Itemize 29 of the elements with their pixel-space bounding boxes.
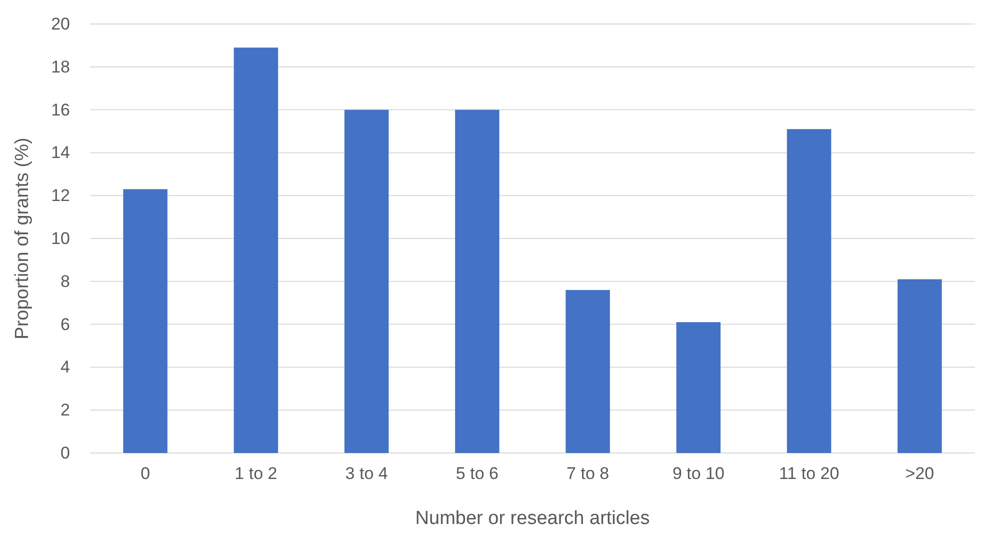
y-tick-label: 12 xyxy=(51,186,70,206)
x-tick-label: 1 to 2 xyxy=(234,464,278,484)
y-tick-label: 6 xyxy=(60,314,70,334)
bar xyxy=(676,322,721,453)
x-tick-label: 5 to 6 xyxy=(456,464,498,484)
y-tick-label: 20 xyxy=(51,14,70,34)
x-tick-label: >20 xyxy=(905,464,934,484)
bar xyxy=(566,290,610,453)
x-tick-label: 0 xyxy=(140,464,150,484)
x-axis-title: Number or research articles xyxy=(415,508,650,529)
y-tick-label: 18 xyxy=(51,57,70,76)
y-tick-label: 4 xyxy=(60,358,70,377)
y-tick-label: 16 xyxy=(51,100,70,120)
bar xyxy=(234,48,278,453)
y-tick-label: 10 xyxy=(51,228,70,248)
y-axis-title: Proportion of grants (%) xyxy=(12,138,33,340)
bar xyxy=(123,189,168,453)
y-tick-label: 8 xyxy=(60,272,70,291)
x-tick-label: 3 to 4 xyxy=(345,464,388,484)
x-tick-label: 9 to 10 xyxy=(672,464,724,484)
bar xyxy=(344,110,389,453)
y-tick-label: 14 xyxy=(51,143,70,162)
y-tick-label: 2 xyxy=(60,400,70,420)
x-tick-label: 11 to 20 xyxy=(778,464,840,484)
bar xyxy=(898,279,942,453)
x-tick-label: 7 to 8 xyxy=(566,464,610,484)
y-tick-label: 0 xyxy=(60,443,70,462)
bar xyxy=(786,129,832,453)
bar xyxy=(455,110,500,453)
